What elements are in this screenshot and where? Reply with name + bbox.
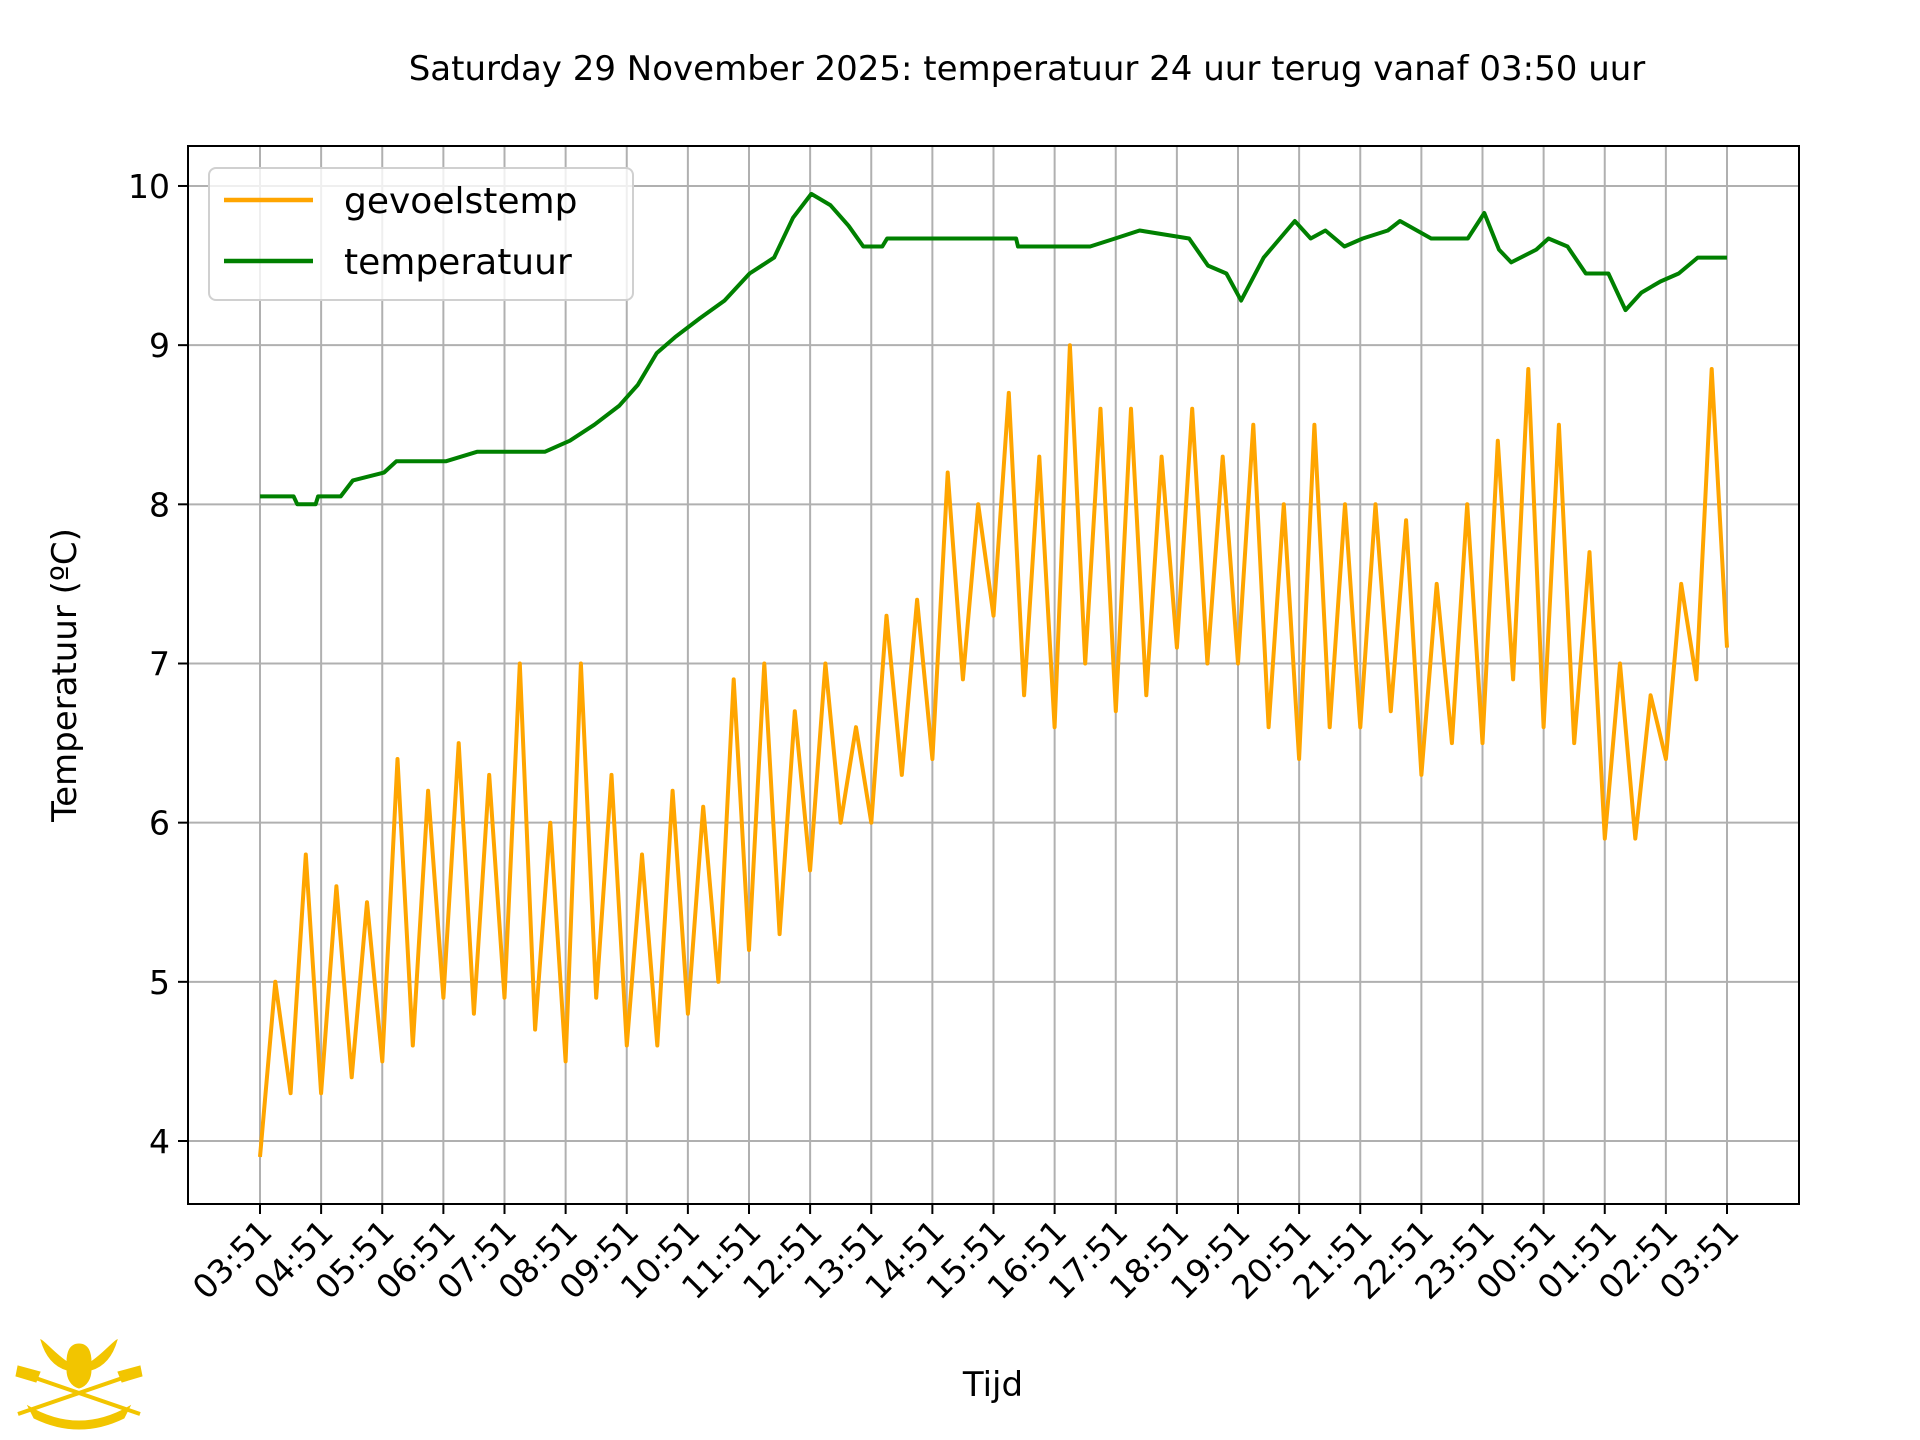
legend-label-gevoelstemp: gevoelstemp: [344, 181, 577, 222]
y-tick-label: 8: [149, 485, 170, 524]
y-tick-label: 5: [149, 963, 170, 1002]
series-line-gevoelstemp: [258, 343, 1729, 1158]
series-lines: [258, 191, 1729, 1158]
ticks: 03:5104:5105:5106:5107:5108:5109:5110:51…: [128, 167, 1747, 1307]
x-axis-label: Tijd: [962, 1365, 1023, 1405]
chart-title: Saturday 29 November 2025: temperatuur 2…: [409, 49, 1646, 89]
rowing-club-logo: [15, 1339, 143, 1430]
y-tick-label: 7: [149, 644, 170, 683]
y-axis-label: Temperatuur (ºC): [45, 528, 85, 823]
series-line-temperatuur: [260, 191, 1727, 507]
y-tick-label: 6: [149, 804, 170, 843]
legend-label-temperatuur: temperatuur: [344, 242, 572, 283]
legend: gevoelstemp temperatuur: [208, 167, 634, 301]
y-tick-label: 9: [149, 326, 170, 365]
y-tick-label: 4: [149, 1122, 170, 1161]
legend-box: [208, 167, 634, 301]
grid: [188, 146, 1799, 1204]
y-tick-label: 10: [128, 167, 170, 206]
